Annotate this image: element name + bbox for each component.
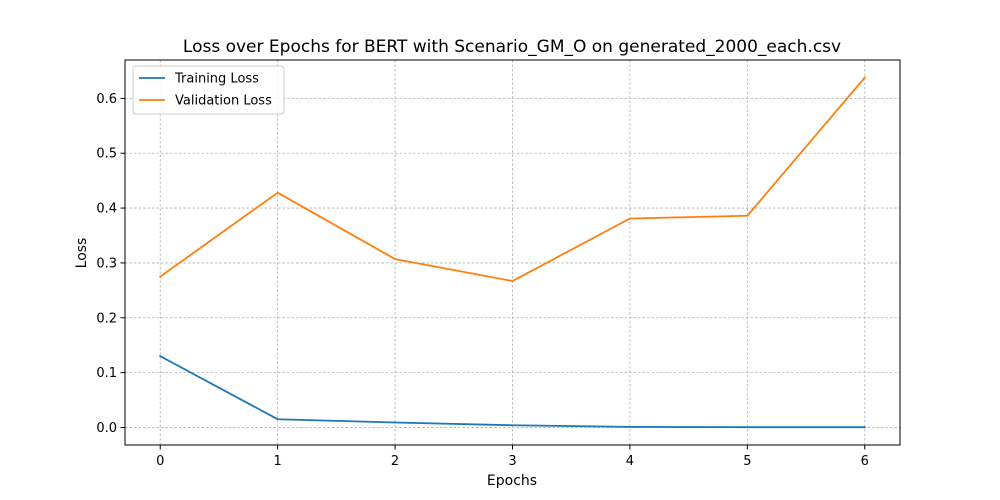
legend-label: Training Loss xyxy=(174,72,259,87)
data-point-training-loss xyxy=(511,424,514,427)
data-point-training-loss xyxy=(159,355,162,358)
x-tick-label: 6 xyxy=(861,454,869,469)
y-tick-label: 0.1 xyxy=(96,366,117,381)
series-lines xyxy=(158,76,867,429)
data-point-validation-loss xyxy=(863,76,866,79)
data-point-training-loss xyxy=(394,421,396,424)
x-tick-label: 2 xyxy=(391,454,399,469)
x-tick-label: 0 xyxy=(156,454,164,469)
y-tick-label: 0.5 xyxy=(96,147,117,162)
data-point-training-loss xyxy=(276,418,279,421)
legend: Training Loss Validation Loss xyxy=(132,65,285,115)
data-point-validation-loss xyxy=(746,214,749,217)
data-point-training-loss xyxy=(863,426,866,429)
x-tick-label: 3 xyxy=(508,454,516,469)
y-axis-label: Loss xyxy=(74,238,90,269)
grid xyxy=(125,60,900,445)
x-tick-label: 1 xyxy=(274,454,282,469)
legend-box xyxy=(132,65,285,115)
chart-title: Loss over Epochs for BERT with Scenario_… xyxy=(183,37,841,57)
x-tick-label: 5 xyxy=(743,454,751,469)
x-axis-ticks: 0 1 2 3 4 5 6 xyxy=(156,445,869,469)
y-tick-label: 0.3 xyxy=(96,256,117,271)
data-point-validation-loss xyxy=(159,275,162,278)
data-point-validation-loss xyxy=(511,280,514,282)
y-tick-label: 0.4 xyxy=(96,202,117,217)
data-point-validation-loss xyxy=(394,258,396,260)
data-point-validation-loss xyxy=(276,191,279,194)
plot-area-frame xyxy=(124,59,901,446)
data-point-validation-loss xyxy=(629,217,631,220)
y-tick-label: 0.2 xyxy=(96,311,117,326)
y-tick-label: 0.6 xyxy=(96,92,117,107)
x-axis-label: Epochs xyxy=(487,473,537,489)
x-tick-label: 4 xyxy=(626,454,634,469)
data-point-training-loss xyxy=(629,426,631,428)
legend-label: Validation Loss xyxy=(175,94,272,109)
y-tick-label: 0.0 xyxy=(96,421,117,436)
data-point-training-loss xyxy=(746,426,749,429)
y-axis-ticks: 0.0 0.1 0.2 0.3 0.4 0.5 0.6 xyxy=(96,92,125,436)
